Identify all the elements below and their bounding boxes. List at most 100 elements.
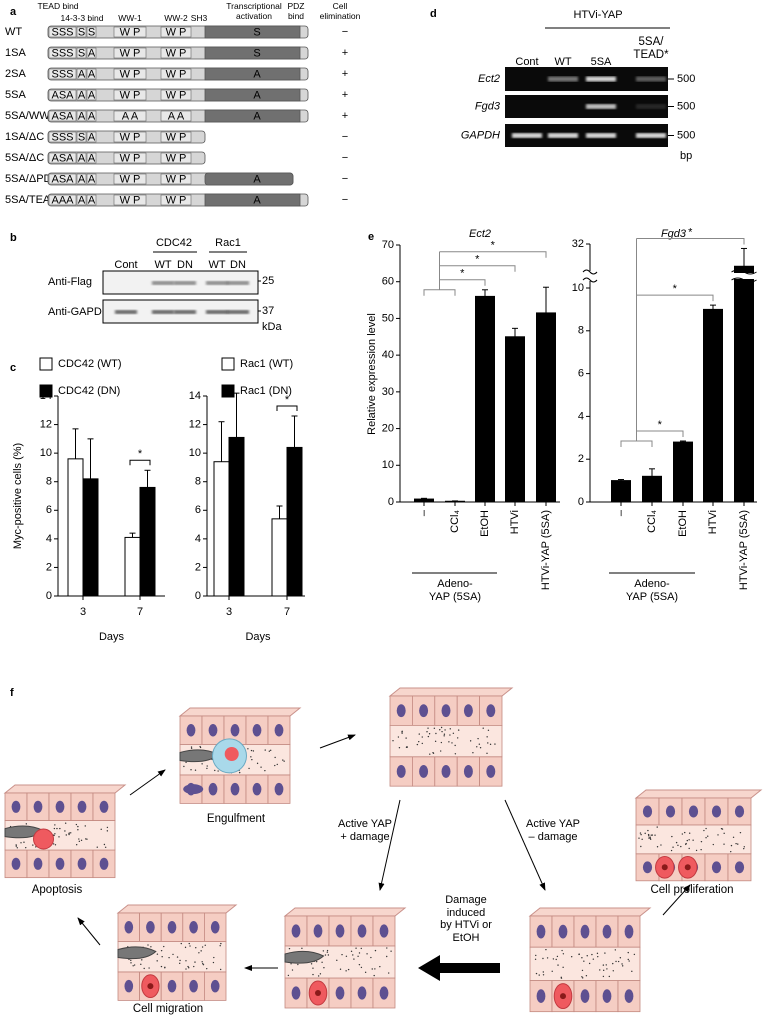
residue-label: A — [78, 68, 86, 80]
y-tick-label: 32 — [572, 238, 584, 250]
nucleus — [11, 800, 21, 813]
speck — [421, 736, 423, 738]
y-tick-label: 2 — [46, 561, 52, 573]
speck — [160, 949, 163, 952]
domain-header: TEAD bind — [37, 1, 79, 11]
bar — [228, 436, 245, 597]
nucleus — [379, 924, 389, 938]
sinusoid — [635, 824, 752, 855]
blot-band — [174, 281, 196, 285]
domain-box — [113, 26, 147, 38]
panel-letter: e — [368, 231, 374, 243]
speck — [206, 765, 208, 767]
nucleus — [252, 723, 262, 737]
speck — [310, 963, 313, 965]
domain-box — [160, 26, 192, 38]
nucleus — [580, 989, 590, 1003]
legend-label: Rac1 (DN) — [240, 385, 292, 397]
speck — [290, 963, 292, 965]
residue-label: A — [78, 89, 86, 101]
process-label: Engulfment — [206, 813, 266, 825]
speck — [194, 769, 197, 771]
domain-box — [160, 47, 192, 59]
speck — [156, 953, 159, 955]
residue-label: A — [88, 47, 96, 59]
y-tick-label: 40 — [382, 349, 394, 361]
construct-name: 1SA/ΔC — [5, 131, 44, 143]
bar — [286, 446, 303, 597]
speck — [440, 726, 443, 729]
speck — [35, 846, 37, 848]
speck — [189, 945, 191, 947]
legend-swatch — [221, 384, 235, 398]
speck — [160, 965, 163, 968]
nucleus — [274, 723, 284, 737]
speck — [315, 960, 318, 963]
speck — [204, 944, 206, 947]
speck — [358, 963, 361, 966]
residue-label: S — [88, 26, 95, 38]
speck — [379, 965, 381, 968]
speck — [327, 954, 330, 956]
speck — [602, 964, 605, 966]
speck — [640, 845, 642, 848]
group-label: Adeno-YAP (5SA) — [428, 578, 482, 603]
speck — [627, 951, 629, 954]
x-axis-label: Days — [99, 631, 125, 643]
domain-header: SH3 — [190, 13, 208, 23]
gray-cell — [117, 946, 157, 960]
speck — [199, 745, 201, 748]
domain-box — [86, 110, 97, 122]
residue-label: SSS — [51, 131, 73, 143]
nucleus — [642, 805, 653, 818]
size-marker: 25 — [262, 275, 274, 287]
y-tick-label: 12 — [189, 418, 201, 430]
speck — [264, 749, 266, 751]
tissue-top — [116, 904, 238, 914]
construct-name: 2SA — [5, 68, 26, 80]
speck — [56, 827, 58, 830]
construct-name: WT — [5, 26, 22, 38]
speck — [418, 733, 420, 735]
speck — [535, 972, 538, 975]
speck — [323, 967, 325, 969]
speck — [604, 952, 606, 954]
nucleus — [486, 704, 496, 718]
speck — [373, 974, 375, 977]
domain-box — [160, 131, 192, 143]
residue-label: W P — [120, 152, 141, 164]
domain-box — [160, 152, 192, 164]
significance-star: * — [138, 448, 143, 460]
speck — [156, 960, 158, 962]
speck — [178, 962, 181, 965]
nucleus — [624, 989, 634, 1003]
speck — [552, 958, 555, 960]
significance-star: * — [460, 268, 465, 280]
domain-box — [160, 110, 192, 122]
significance-star: * — [658, 419, 663, 431]
blot-band — [227, 281, 249, 285]
speck — [449, 734, 451, 736]
process-label: Apoptosis — [31, 884, 83, 896]
speck — [545, 948, 547, 951]
nucleus — [274, 782, 284, 796]
speck — [54, 833, 56, 835]
speck — [374, 949, 377, 952]
residue-label: A A — [122, 110, 139, 122]
speck — [147, 944, 149, 946]
speck — [570, 956, 573, 958]
lane-label: Cont — [114, 259, 137, 271]
residue-label: ASA — [51, 173, 74, 185]
speck — [538, 974, 540, 976]
domain-box — [48, 152, 77, 164]
speck — [418, 740, 420, 743]
domain-box — [76, 152, 87, 164]
tissue — [388, 687, 514, 787]
speck — [357, 955, 359, 957]
speck — [670, 849, 673, 852]
elimination-sign: + — [342, 47, 348, 59]
domain-box — [86, 26, 97, 38]
nucleus — [99, 800, 109, 813]
axis-break-mark — [582, 277, 598, 283]
speck — [449, 728, 451, 730]
